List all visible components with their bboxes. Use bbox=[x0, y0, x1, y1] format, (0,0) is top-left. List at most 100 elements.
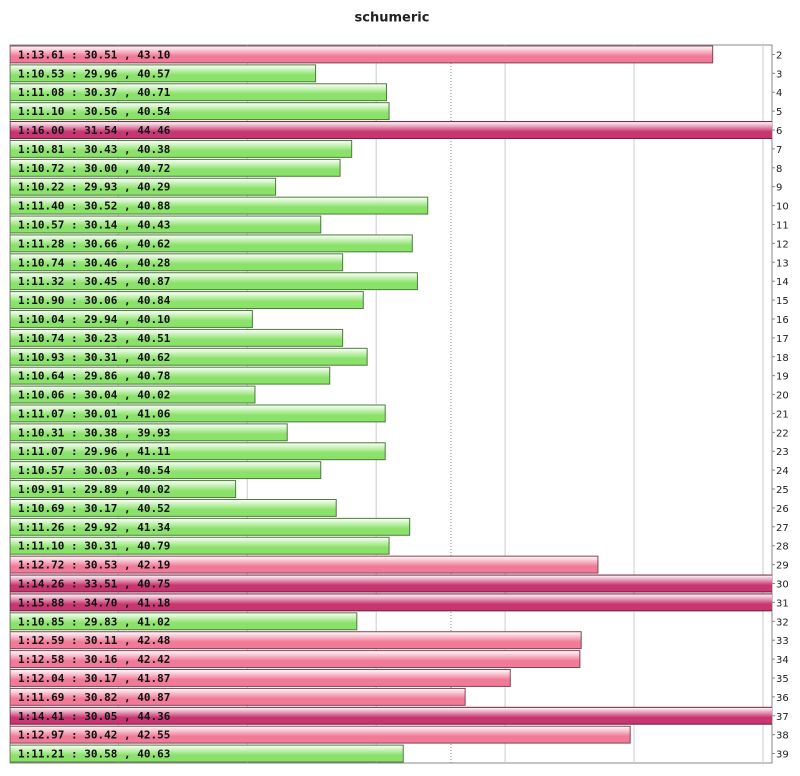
row-label: 9 bbox=[776, 183, 782, 194]
bar-label: 1:12.72 : 30.53 , 42.19 bbox=[18, 559, 170, 572]
row-label: 10 bbox=[776, 202, 789, 213]
row-label: 36 bbox=[776, 693, 789, 704]
bar bbox=[10, 347, 368, 366]
row-label: 38 bbox=[776, 731, 789, 742]
bar-label: 1:10.69 : 30.17 , 40.52 bbox=[18, 502, 170, 515]
bar bbox=[10, 631, 582, 650]
row-label: 24 bbox=[776, 466, 789, 477]
bar bbox=[10, 328, 344, 347]
row-label: 4 bbox=[776, 88, 782, 99]
bar bbox=[10, 574, 772, 593]
bar bbox=[10, 612, 358, 631]
bar bbox=[10, 366, 331, 385]
bar-label: 1:11.21 : 30.58 , 40.63 bbox=[18, 748, 170, 761]
row-label: 2 bbox=[776, 50, 782, 61]
bar-label: 1:11.69 : 30.82 , 40.87 bbox=[18, 691, 170, 704]
bar bbox=[10, 385, 256, 404]
bar-label: 1:10.53 : 29.96 , 40.57 bbox=[18, 67, 170, 80]
bar-label: 1:10.81 : 30.43 , 40.38 bbox=[18, 143, 170, 156]
bar bbox=[10, 102, 390, 121]
row-label: 21 bbox=[776, 409, 789, 420]
row-label: 32 bbox=[776, 617, 789, 628]
bar-label: 1:16.00 : 31.54 , 44.46 bbox=[18, 124, 171, 137]
bar bbox=[10, 404, 386, 423]
bar bbox=[10, 593, 772, 612]
plot-area bbox=[10, 45, 772, 763]
row-label: 25 bbox=[776, 485, 789, 496]
bar bbox=[10, 669, 511, 687]
bar-label: 1:11.40 : 30.52 , 40.88 bbox=[18, 200, 170, 213]
bar-label: 1:10.72 : 30.00 , 40.72 bbox=[18, 162, 170, 175]
row-label: 22 bbox=[776, 428, 789, 439]
row-label: 16 bbox=[776, 315, 789, 326]
row-label: 33 bbox=[776, 636, 789, 647]
bar bbox=[10, 706, 772, 725]
bar-label: 1:10.57 : 30.03 , 40.54 bbox=[18, 464, 171, 477]
bar bbox=[10, 536, 390, 555]
row-label: 19 bbox=[776, 372, 789, 383]
bar bbox=[10, 45, 714, 64]
bar-label: 1:10.90 : 30.06 , 40.84 bbox=[18, 294, 171, 307]
row-label: 3 bbox=[776, 69, 782, 80]
row-label: 35 bbox=[776, 674, 789, 685]
row-label: 12 bbox=[776, 239, 789, 250]
bar-label: 1:10.22 : 29.93 , 40.29 bbox=[18, 181, 170, 194]
bar-label: 1:11.07 : 29.96 , 41.11 bbox=[18, 445, 171, 458]
bar-label: 1:11.10 : 30.56 , 40.54 bbox=[18, 105, 171, 118]
row-label: 14 bbox=[776, 277, 789, 288]
row-label: 18 bbox=[776, 353, 789, 364]
bar bbox=[10, 139, 353, 158]
bar bbox=[10, 555, 599, 574]
bar-label: 1:15.88 : 34.70 , 41.18 bbox=[18, 596, 170, 609]
row-label: 5 bbox=[776, 107, 782, 118]
bar-label: 1:14.41 : 30.05 , 44.36 bbox=[18, 710, 171, 723]
bar bbox=[10, 177, 277, 196]
chart-title: schumeric bbox=[355, 11, 430, 26]
bar bbox=[10, 442, 386, 461]
bar-label: 1:10.06 : 30.04 , 40.02 bbox=[18, 389, 170, 402]
bar bbox=[10, 234, 413, 253]
row-label: 31 bbox=[776, 598, 789, 609]
row-label: 23 bbox=[776, 447, 789, 458]
bar-label: 1:10.74 : 30.23 , 40.51 bbox=[18, 332, 171, 345]
bar bbox=[10, 253, 344, 272]
bar-label: 1:11.08 : 30.37 , 40.71 bbox=[18, 86, 171, 99]
bar-label: 1:10.85 : 29.83 , 41.02 bbox=[18, 615, 170, 628]
bar-label: 1:11.07 : 30.01 , 41.06 bbox=[18, 407, 171, 420]
bar-label: 1:12.97 : 30.42 , 42.55 bbox=[18, 729, 170, 742]
bar bbox=[10, 196, 429, 215]
bar bbox=[10, 650, 581, 669]
bar-label: 1:11.28 : 30.66 , 40.62 bbox=[18, 237, 170, 250]
bar bbox=[10, 83, 387, 102]
bar bbox=[10, 310, 253, 328]
bar-label: 1:12.04 : 30.17 , 41.87 bbox=[18, 672, 170, 685]
row-label: 13 bbox=[776, 258, 789, 269]
bar bbox=[10, 461, 322, 480]
bar-label: 1:12.58 : 30.16 , 42.42 bbox=[18, 653, 170, 666]
bar bbox=[10, 517, 411, 536]
bar bbox=[10, 687, 466, 706]
bar-label: 1:10.04 : 29.94 , 40.10 bbox=[18, 313, 170, 326]
bar bbox=[10, 215, 322, 234]
row-label: 15 bbox=[776, 296, 789, 307]
row-label: 30 bbox=[776, 580, 789, 591]
bar bbox=[10, 498, 337, 517]
bar-label: 1:10.31 : 30.38 , 39.93 bbox=[18, 426, 170, 439]
row-label: 26 bbox=[776, 504, 789, 515]
row-label: 37 bbox=[776, 712, 789, 723]
bar-label: 1:13.61 : 30.51 , 43.10 bbox=[18, 48, 170, 61]
row-label: 7 bbox=[776, 145, 782, 156]
bar-label: 1:11.10 : 30.31 , 40.79 bbox=[18, 540, 170, 553]
bar bbox=[10, 272, 418, 291]
bar-label: 1:12.59 : 30.11 , 42.48 bbox=[18, 634, 170, 647]
bar bbox=[10, 423, 288, 442]
row-label: 11 bbox=[776, 221, 789, 232]
row-label: 27 bbox=[776, 523, 789, 534]
bar bbox=[10, 64, 317, 83]
bar bbox=[10, 480, 237, 498]
bar bbox=[10, 725, 631, 744]
row-label: 6 bbox=[776, 126, 782, 137]
row-label: 34 bbox=[776, 655, 789, 666]
bar-label: 1:11.26 : 29.92 , 41.34 bbox=[18, 521, 171, 534]
